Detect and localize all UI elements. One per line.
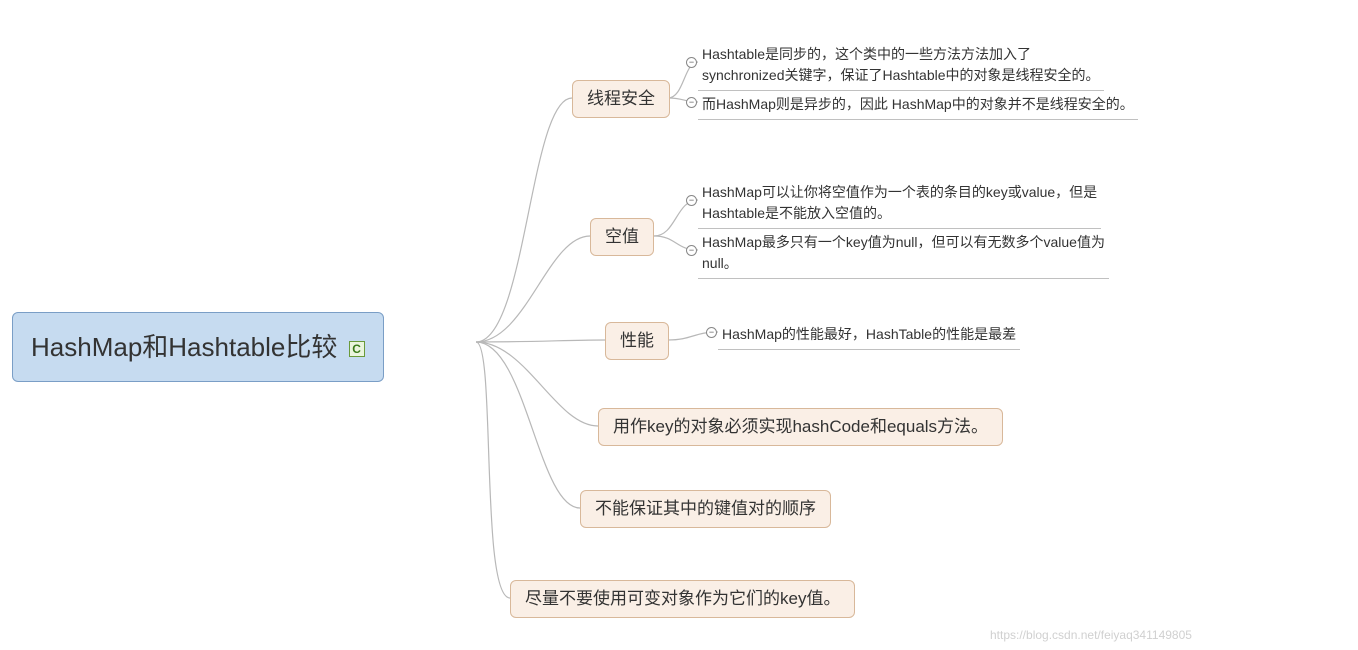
branch-node-mutable[interactable]: 尽量不要使用可变对象作为它们的key值。 xyxy=(510,580,855,618)
branch-node-hashcode[interactable]: 用作key的对象必须实现hashCode和equals方法。 xyxy=(598,408,1003,446)
connector-path xyxy=(476,340,605,342)
branch-label: 空值 xyxy=(605,227,639,246)
branch-node-order[interactable]: 不能保证其中的键值对的顺序 xyxy=(580,490,831,528)
leaf-node[interactable]: Hashtable是同步的，这个类中的一些方法方法加入了synchronized… xyxy=(698,42,1104,91)
branch-label: 用作key的对象必须实现hashCode和equals方法。 xyxy=(613,417,988,436)
watermark-text: https://blog.csdn.net/feiyaq341149805 xyxy=(990,628,1192,642)
branch-node-thread[interactable]: 线程安全 xyxy=(572,80,670,118)
branch-label: 不能保证其中的键值对的顺序 xyxy=(595,499,816,518)
c-badge-icon: C xyxy=(349,341,365,357)
collapse-toggle-icon[interactable]: − xyxy=(686,245,697,256)
branch-label: 尽量不要使用可变对象作为它们的key值。 xyxy=(525,589,840,608)
leaf-node[interactable]: HashMap的性能最好，HashTable的性能是最差 xyxy=(718,322,1020,350)
branch-label: 线程安全 xyxy=(587,89,655,108)
collapse-toggle-icon[interactable]: − xyxy=(706,327,717,338)
leaf-text: HashMap可以让你将空值作为一个表的条目的key或value，但是Hasht… xyxy=(702,184,1097,221)
leaf-text: 而HashMap则是异步的，因此 HashMap中的对象并不是线程安全的。 xyxy=(702,96,1134,112)
branch-node-null[interactable]: 空值 xyxy=(590,218,654,256)
leaf-text: Hashtable是同步的，这个类中的一些方法方法加入了synchronized… xyxy=(702,46,1100,83)
connector-path xyxy=(476,342,510,598)
leaf-node[interactable]: HashMap最多只有一个key值为null，但可以有无数多个value值为nu… xyxy=(698,230,1109,279)
leaf-node[interactable]: 而HashMap则是异步的，因此 HashMap中的对象并不是线程安全的。 xyxy=(698,92,1138,120)
connector-path xyxy=(476,342,580,508)
connector-path xyxy=(476,342,598,426)
root-node[interactable]: HashMap和Hashtable比较 C xyxy=(12,312,384,382)
collapse-toggle-icon[interactable]: − xyxy=(686,195,697,206)
branch-node-perf[interactable]: 性能 xyxy=(605,322,669,360)
leaf-text: HashMap的性能最好，HashTable的性能是最差 xyxy=(722,326,1016,342)
root-label: HashMap和Hashtable比较 xyxy=(31,332,337,362)
collapse-toggle-icon[interactable]: − xyxy=(686,57,697,68)
leaf-node[interactable]: HashMap可以让你将空值作为一个表的条目的key或value，但是Hasht… xyxy=(698,180,1101,229)
connector-path xyxy=(476,236,590,342)
branch-label: 性能 xyxy=(620,331,654,350)
leaf-text: HashMap最多只有一个key值为null，但可以有无数多个value值为nu… xyxy=(702,234,1105,271)
collapse-toggle-icon[interactable]: − xyxy=(686,97,697,108)
connector-path xyxy=(476,98,572,342)
